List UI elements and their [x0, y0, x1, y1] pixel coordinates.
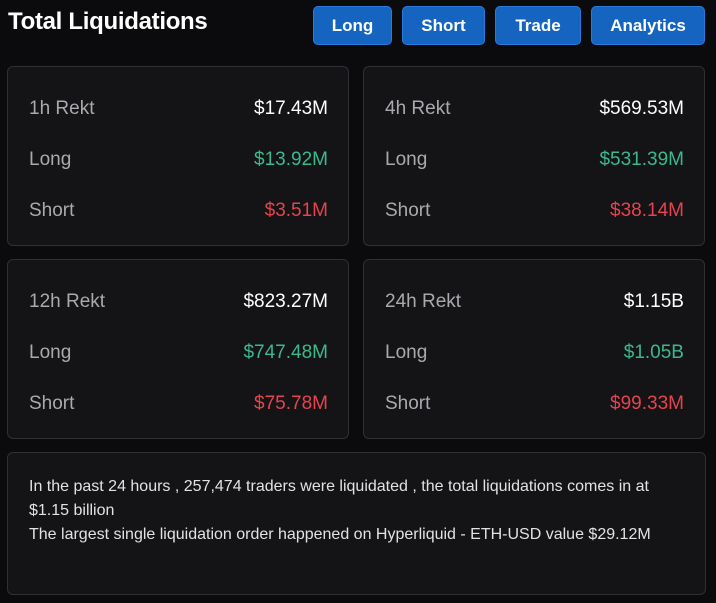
short-value: $38.14M: [610, 200, 684, 221]
long-value: $747.48M: [243, 342, 328, 363]
short-value: $3.51M: [264, 200, 328, 221]
long-label: Long: [29, 149, 72, 170]
short-label: Short: [29, 200, 75, 221]
long-label: Long: [29, 342, 72, 363]
header: Total Liquidations Long Short Trade Anal…: [0, 0, 716, 56]
short-label: Short: [385, 200, 431, 221]
long-label: Long: [385, 149, 428, 170]
tab-bar: Long Short Trade Analytics: [313, 6, 705, 45]
period-label: 4h Rekt: [385, 98, 451, 119]
long-row: Long $531.39M: [385, 145, 684, 175]
period-label: 24h Rekt: [385, 291, 462, 312]
short-row: Short $75.78M: [29, 389, 328, 419]
page-title: Total Liquidations: [8, 8, 208, 35]
tab-short[interactable]: Short: [402, 6, 485, 45]
total-row: 24h Rekt $1.15B: [385, 287, 684, 317]
summary-largest-order-text: The largest single liquidation order hap…: [29, 526, 651, 543]
long-value: $531.39M: [599, 149, 684, 170]
total-row: 1h Rekt $17.43M: [29, 94, 328, 124]
short-row: Short $38.14M: [385, 196, 684, 226]
rekt-card-1h: 1h Rekt $17.43M Long $13.92M Short $3.51…: [7, 66, 349, 246]
liquidation-summary: In the past 24 hours , 257,474 traders w…: [7, 452, 706, 595]
rekt-card-24h: 24h Rekt $1.15B Long $1.05B Short $99.33…: [363, 259, 705, 439]
total-row: 4h Rekt $569.53M: [385, 94, 684, 124]
period-label: 12h Rekt: [29, 291, 106, 312]
long-row: Long $1.05B: [385, 338, 684, 368]
long-value: $1.05B: [623, 342, 684, 363]
tab-long[interactable]: Long: [313, 6, 392, 45]
total-row: 12h Rekt $823.27M: [29, 287, 328, 317]
long-row: Long $747.48M: [29, 338, 328, 368]
short-row: Short $3.51M: [29, 196, 328, 226]
short-value: $99.33M: [610, 393, 684, 414]
long-value: $13.92M: [254, 149, 328, 170]
rekt-card-4h: 4h Rekt $569.53M Long $531.39M Short $38…: [363, 66, 705, 246]
total-value: $823.27M: [243, 291, 328, 312]
short-label: Short: [385, 393, 431, 414]
tab-trade[interactable]: Trade: [495, 6, 581, 45]
total-value: $569.53M: [599, 98, 684, 119]
rekt-card-12h: 12h Rekt $823.27M Long $747.48M Short $7…: [7, 259, 349, 439]
short-row: Short $99.33M: [385, 389, 684, 419]
long-label: Long: [385, 342, 428, 363]
period-label: 1h Rekt: [29, 98, 95, 119]
tab-analytics[interactable]: Analytics: [591, 6, 705, 45]
long-row: Long $13.92M: [29, 145, 328, 175]
short-value: $75.78M: [254, 393, 328, 414]
short-label: Short: [29, 393, 75, 414]
total-value: $17.43M: [254, 98, 328, 119]
total-value: $1.15B: [623, 291, 684, 312]
summary-traders-text: In the past 24 hours , 257,474 traders w…: [29, 478, 649, 519]
